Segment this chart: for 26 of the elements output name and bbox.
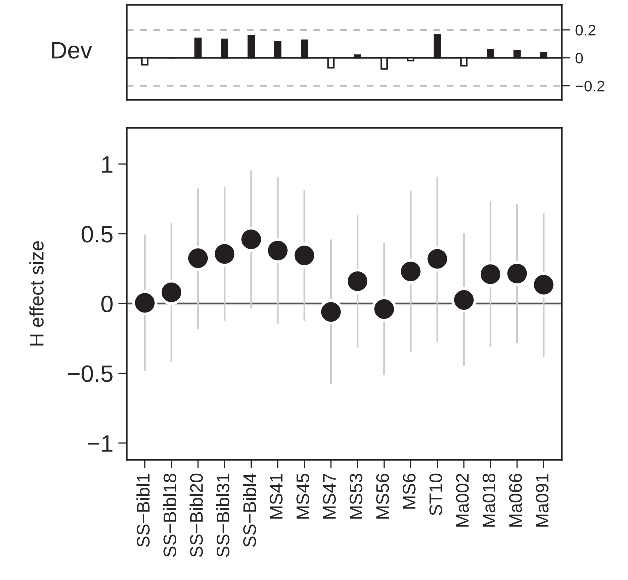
- x-tick-label: SS−Bibl18: [163, 474, 177, 558]
- y-tick-label: 0: [102, 296, 113, 313]
- x-tick-label: SS−Bibl31: [216, 474, 230, 558]
- x-tick-label: MS47: [323, 474, 336, 519]
- x-tick-label: SS−Bibl1: [136, 474, 150, 548]
- x-tick-label: Ma002: [456, 474, 469, 527]
- x-tick-label: Ma018: [482, 474, 496, 527]
- x-tick-label: MS53: [350, 474, 363, 519]
- x-tick-label: ST10: [430, 474, 442, 516]
- y-axis-title: H effect size: [30, 242, 44, 346]
- x-tick-label: MS41: [270, 474, 283, 519]
- x-tick-label: MS45: [296, 474, 310, 519]
- y-tick-label: −0.2: [576, 80, 605, 92]
- x-tick-label: MS6: [403, 474, 416, 509]
- x-tick-label: MS56: [376, 474, 390, 519]
- y-tick-label: −1: [88, 436, 113, 452]
- y-tick-label: −0.5: [68, 366, 113, 382]
- y-tick-label: 0.2: [576, 25, 596, 36]
- x-tick-label: Ma091: [536, 474, 549, 527]
- y-axis-title: Dev: [52, 42, 92, 59]
- y-tick-label: 0.5: [82, 226, 113, 243]
- x-tick-label: SS−Bibl4: [243, 474, 256, 548]
- x-tick-label: SS−Bibl20: [190, 474, 204, 558]
- y-tick-label: 0: [576, 52, 584, 64]
- y-tick-label: 1: [102, 156, 113, 173]
- x-tick-label: Ma066: [509, 474, 522, 527]
